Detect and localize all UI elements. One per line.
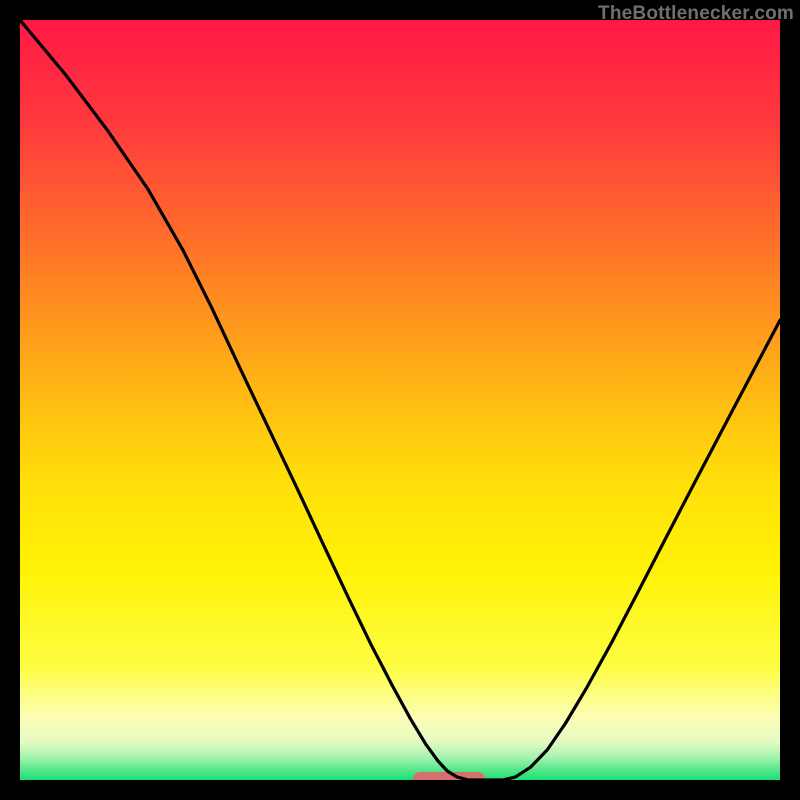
watermark-text: TheBottlenecker.com	[598, 3, 794, 25]
border-left	[0, 0, 20, 800]
curve-path	[20, 20, 780, 780]
bottleneck-curve	[20, 20, 780, 780]
chart-frame: TheBottlenecker.com	[0, 0, 800, 800]
border-bottom	[0, 780, 800, 800]
border-right	[780, 0, 800, 800]
plot-area	[20, 20, 780, 780]
